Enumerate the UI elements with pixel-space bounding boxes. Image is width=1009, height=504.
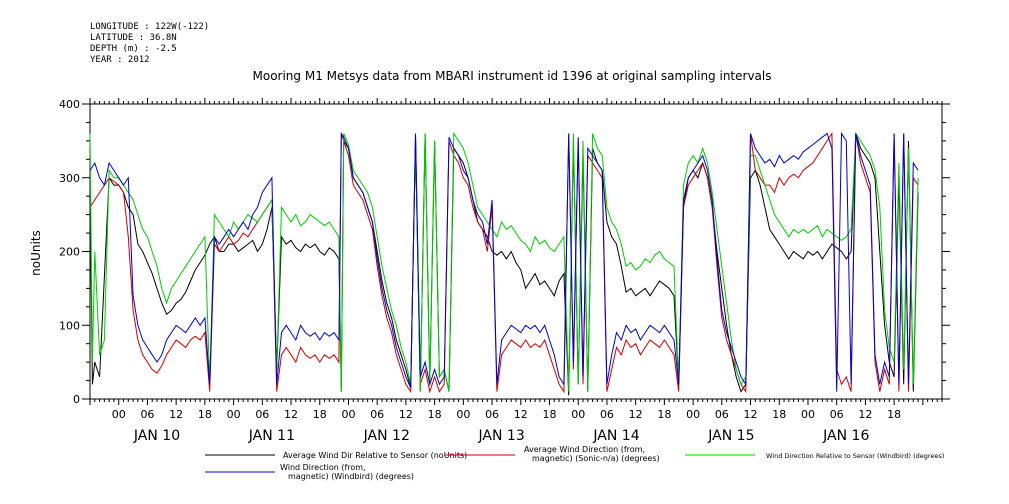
day-label: JAN 16 <box>822 428 869 444</box>
axis-layer: 0 100 200 300 400 00 06 12 18 00 06 12 18 00 06 12 18 00 0… <box>59 98 950 444</box>
x-tick-label: 12 <box>514 408 528 421</box>
y-tick-label: 0 <box>73 393 80 406</box>
x-tick-label: 18 <box>428 408 442 421</box>
x-tick-label: 18 <box>198 408 212 421</box>
series-layer <box>89 131 919 396</box>
x-tick-label: 18 <box>657 408 671 421</box>
x-tick-label: 18 <box>772 408 786 421</box>
series-line-2 <box>89 131 919 394</box>
day-label: JAN 12 <box>363 428 410 444</box>
x-tick-label: 18 <box>313 408 327 421</box>
x-tick-label: 06 <box>600 408 614 421</box>
x-tick-label: 06 <box>715 408 729 421</box>
metadata-block: LONGITUDE : 122W(-122) LATITUDE : 36.8N … <box>90 22 209 66</box>
longitude-text: LONGITUDE : 122W(-122) <box>90 22 210 32</box>
x-tick-label: 00 <box>801 408 815 421</box>
day-label: JAN 15 <box>707 428 754 444</box>
depth-text: DEPTH (m) : -2.5 <box>90 44 177 54</box>
legend-label-3: Wind Direction Relative to Sensor (Windb… <box>766 452 944 460</box>
x-tick-label: 00 <box>227 408 241 421</box>
legend-label-1: Average Wind Dir Relative to Sensor (noU… <box>283 451 467 460</box>
x-tick-label: 00 <box>686 408 700 421</box>
series-line-1 <box>89 133 919 396</box>
y-tick-label: 400 <box>59 98 80 111</box>
x-tick-label: 12 <box>399 408 413 421</box>
x-tick-label: 12 <box>284 408 298 421</box>
legend-label-2: magnetic) (Sonic-n/a) (degrees) <box>532 454 660 463</box>
x-tick-label: 06 <box>370 408 384 421</box>
year-text: YEAR : 2012 <box>90 55 150 65</box>
y-tick-label: 200 <box>59 246 80 259</box>
day-label: JAN 13 <box>478 428 525 444</box>
day-label: JAN 10 <box>133 428 180 444</box>
legend-label-4: magnetic) (Windbird) (degrees) <box>288 472 414 481</box>
x-tick-label: 00 <box>456 408 470 421</box>
legend: Average Wind Dir Relative to Sensor (noU… <box>205 445 944 481</box>
x-tick-label: 12 <box>629 408 643 421</box>
x-tick-label: 00 <box>112 408 126 421</box>
x-tick-label: 06 <box>140 408 154 421</box>
x-tick-label: 06 <box>485 408 499 421</box>
y-tick-label: 100 <box>59 319 80 332</box>
series-line-3 <box>89 131 919 392</box>
x-tick-label: 00 <box>571 408 585 421</box>
day-label: JAN 14 <box>592 428 639 444</box>
series-line-4 <box>89 131 919 392</box>
y-tick-label: 300 <box>59 172 80 185</box>
x-tick-label: 12 <box>744 408 758 421</box>
x-tick-label: 12 <box>858 408 872 421</box>
chart-title: Mooring M1 Metsys data from MBARI instru… <box>253 69 772 83</box>
legend-label-4: Wind Direction (from, <box>280 463 366 472</box>
latitude-text: LATITUDE : 36.8N <box>90 33 177 43</box>
plot-frame <box>89 103 943 400</box>
x-tick-label: 12 <box>169 408 183 421</box>
y-axis-label: noUnits <box>29 230 43 276</box>
x-tick-label: 18 <box>887 408 901 421</box>
x-tick-label: 18 <box>543 408 557 421</box>
x-tick-label: 06 <box>255 408 269 421</box>
x-tick-label: 06 <box>830 408 844 421</box>
x-tick-label: 00 <box>341 408 355 421</box>
day-label: JAN 11 <box>248 428 295 444</box>
legend-label-2: Average Wind Direction (from, <box>524 445 645 454</box>
